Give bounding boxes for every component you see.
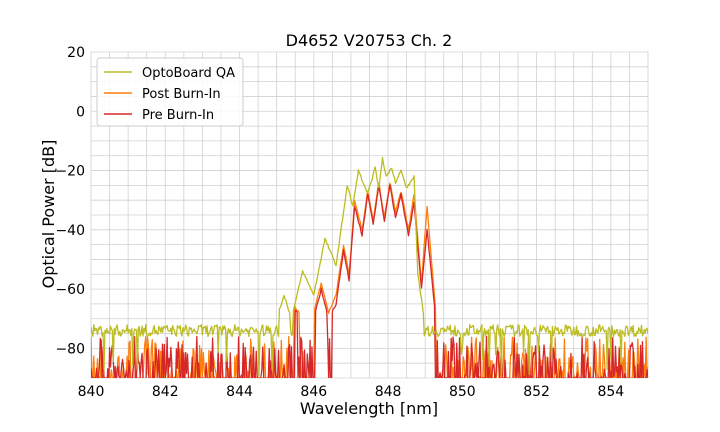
y-tick-label: 20 [67, 45, 85, 61]
y-tick-label: −20 [55, 164, 85, 180]
x-axis-ticks: 840 842 844 846 848 850 852 854 [78, 384, 625, 400]
y-tick-label: −80 [55, 341, 85, 357]
y-tick-label: 0 [76, 104, 85, 120]
y-tick-label: −60 [55, 282, 85, 298]
x-tick-label: 850 [449, 384, 476, 400]
x-tick-label: 852 [523, 384, 550, 400]
x-tick-label: 842 [152, 384, 179, 400]
legend: OptoBoard QA Post Burn-In Pre Burn-In [96, 57, 244, 127]
x-tick-label: 854 [597, 384, 624, 400]
series-line-0 [91, 157, 648, 377]
plot-area [91, 157, 648, 378]
chart-title: D4652 V20753 Ch. 2 [286, 31, 453, 50]
y-axis-label: Optical Power [dB] [39, 140, 58, 289]
series-line-2 [91, 184, 648, 378]
x-axis-label: Wavelength [nm] [300, 399, 438, 418]
x-tick-label: 844 [226, 384, 253, 400]
legend-label-0: OptoBoard QA [142, 66, 235, 81]
legend-label-1: Post Burn-In [142, 87, 221, 102]
y-axis-ticks: 20 0 −20 −40 −60 −80 [55, 45, 85, 357]
y-tick-label: −40 [55, 223, 85, 239]
legend-box [96, 57, 244, 127]
x-tick-label: 840 [78, 384, 105, 400]
x-tick-label: 846 [300, 384, 327, 400]
x-tick-label: 848 [375, 384, 402, 400]
legend-label-2: Pre Burn-In [142, 108, 214, 123]
